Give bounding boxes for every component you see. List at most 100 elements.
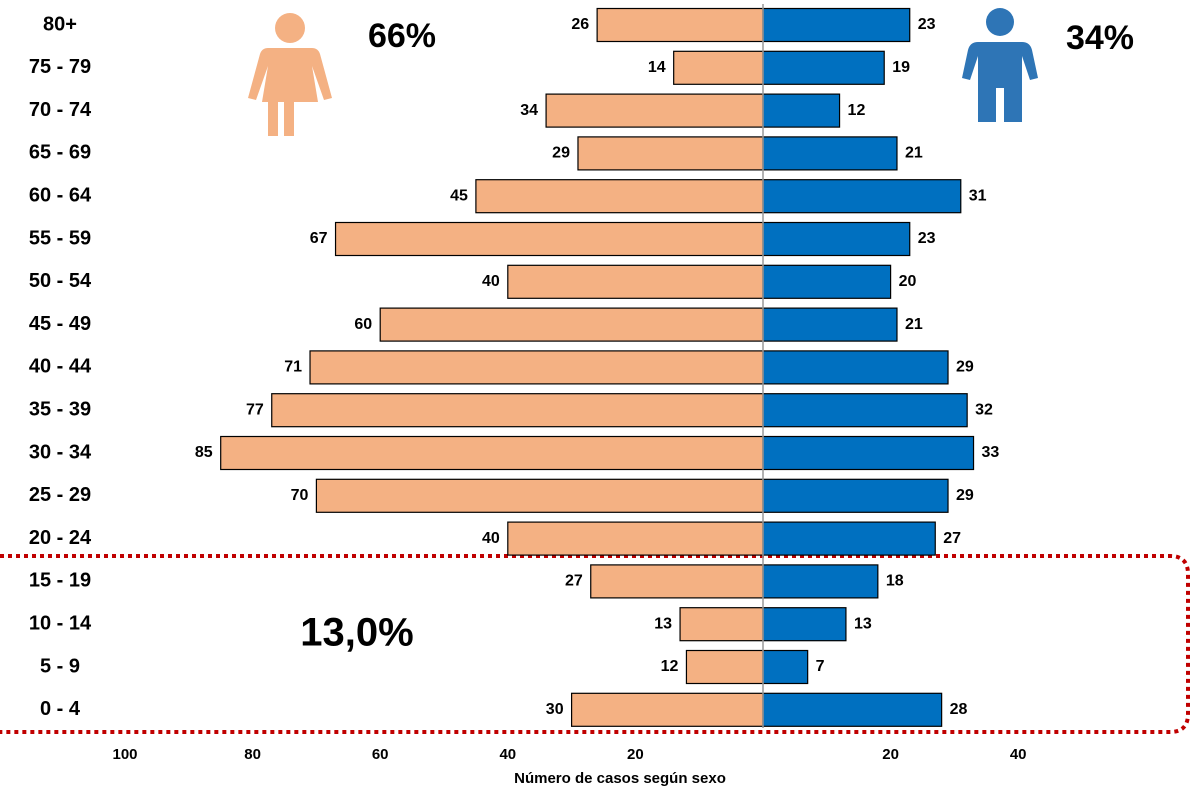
x-tick-label: 20	[882, 746, 899, 763]
y-tick-label: 20 - 24	[29, 527, 92, 549]
y-tick-label: 45 - 49	[29, 313, 91, 335]
bar	[590, 564, 764, 599]
bar	[762, 393, 968, 428]
y-tick-label: 0 - 4	[40, 698, 81, 720]
bar	[762, 521, 936, 556]
bar	[762, 435, 975, 471]
bar	[762, 307, 898, 342]
value-label: 13	[854, 615, 872, 632]
annotation: 34%	[1066, 19, 1134, 57]
value-label: 71	[284, 359, 302, 376]
bar	[271, 393, 764, 428]
bar	[762, 692, 943, 727]
y-tick-label: 70 - 74	[29, 99, 92, 121]
value-label: 27	[943, 530, 961, 547]
y-tick-label: 30 - 34	[29, 441, 92, 463]
value-label: 12	[661, 658, 679, 675]
y-tick-label: 60 - 64	[29, 184, 92, 206]
bar	[379, 307, 764, 342]
bar	[762, 564, 879, 599]
bar	[475, 179, 764, 214]
bar	[762, 350, 949, 385]
value-label: 45	[450, 187, 468, 204]
bar	[762, 179, 962, 214]
bar	[762, 7, 911, 43]
value-label: 29	[956, 359, 974, 376]
bar	[762, 136, 898, 171]
value-label: 7	[816, 658, 825, 675]
bar	[762, 607, 847, 642]
y-tick-label: 75 - 79	[29, 56, 91, 78]
value-label: 31	[969, 187, 987, 204]
y-tick-label: 55 - 59	[29, 227, 91, 249]
value-label: 26	[571, 16, 589, 33]
value-label: 33	[982, 444, 1000, 461]
bar	[334, 221, 764, 257]
value-label: 30	[546, 701, 564, 718]
bar	[762, 264, 892, 299]
y-tick-label: 40 - 44	[29, 356, 92, 378]
bar	[762, 478, 949, 513]
value-label: 14	[648, 59, 666, 76]
value-label: 29	[552, 145, 570, 162]
bar	[220, 435, 764, 471]
y-tick-label: 65 - 69	[29, 142, 91, 164]
value-label: 32	[975, 401, 993, 418]
male-icon	[962, 8, 1038, 122]
x-axis-label: Número de casos según sexo	[514, 770, 726, 787]
x-tick-label: 80	[244, 746, 261, 763]
annotation: 13,0%	[300, 611, 413, 655]
bar	[762, 93, 841, 128]
y-tick-label: 50 - 54	[29, 270, 92, 292]
bar	[315, 478, 764, 513]
value-label: 60	[354, 316, 372, 333]
value-label: 67	[310, 230, 328, 247]
x-tick-label: 40	[499, 746, 516, 763]
bar	[507, 264, 764, 299]
bar	[570, 692, 764, 727]
bar	[309, 350, 764, 385]
value-label: 27	[565, 573, 583, 590]
y-tick-label: 10 - 14	[29, 612, 92, 634]
bar	[673, 50, 764, 85]
value-label: 12	[848, 102, 866, 119]
value-label: 40	[482, 530, 500, 547]
value-label: 20	[899, 273, 917, 290]
bar	[596, 7, 764, 43]
bar	[762, 649, 809, 685]
x-tick-label: 100	[112, 746, 137, 763]
value-label: 19	[892, 59, 910, 76]
value-label: 28	[950, 701, 968, 718]
x-tick-label: 40	[1010, 746, 1027, 763]
value-label: 85	[195, 444, 213, 461]
value-label: 70	[291, 487, 309, 504]
x-tick-label: 60	[372, 746, 389, 763]
bar	[577, 136, 764, 171]
bar	[685, 649, 764, 685]
value-label: 21	[905, 316, 923, 333]
value-label: 77	[246, 401, 264, 418]
highlight-frame	[0, 554, 1190, 734]
value-label: 23	[918, 16, 936, 33]
value-label: 21	[905, 145, 923, 162]
bar	[545, 93, 764, 128]
bar	[762, 221, 911, 257]
value-label: 23	[918, 230, 936, 247]
y-tick-label: 5 - 9	[40, 655, 80, 677]
female-icon	[248, 13, 332, 136]
y-tick-label: 15 - 19	[29, 570, 91, 592]
annotation: 66%	[368, 17, 436, 55]
value-label: 34	[520, 102, 538, 119]
bar	[507, 521, 764, 556]
x-tick-label: 20	[627, 746, 644, 763]
y-tick-label: 25 - 29	[29, 484, 91, 506]
bar	[679, 607, 764, 642]
y-tick-label: 80+	[43, 13, 77, 35]
value-label: 13	[654, 615, 672, 632]
value-label: 40	[482, 273, 500, 290]
value-label: 18	[886, 573, 904, 590]
value-label: 29	[956, 487, 974, 504]
bar	[762, 50, 885, 85]
y-tick-label: 35 - 39	[29, 398, 91, 420]
